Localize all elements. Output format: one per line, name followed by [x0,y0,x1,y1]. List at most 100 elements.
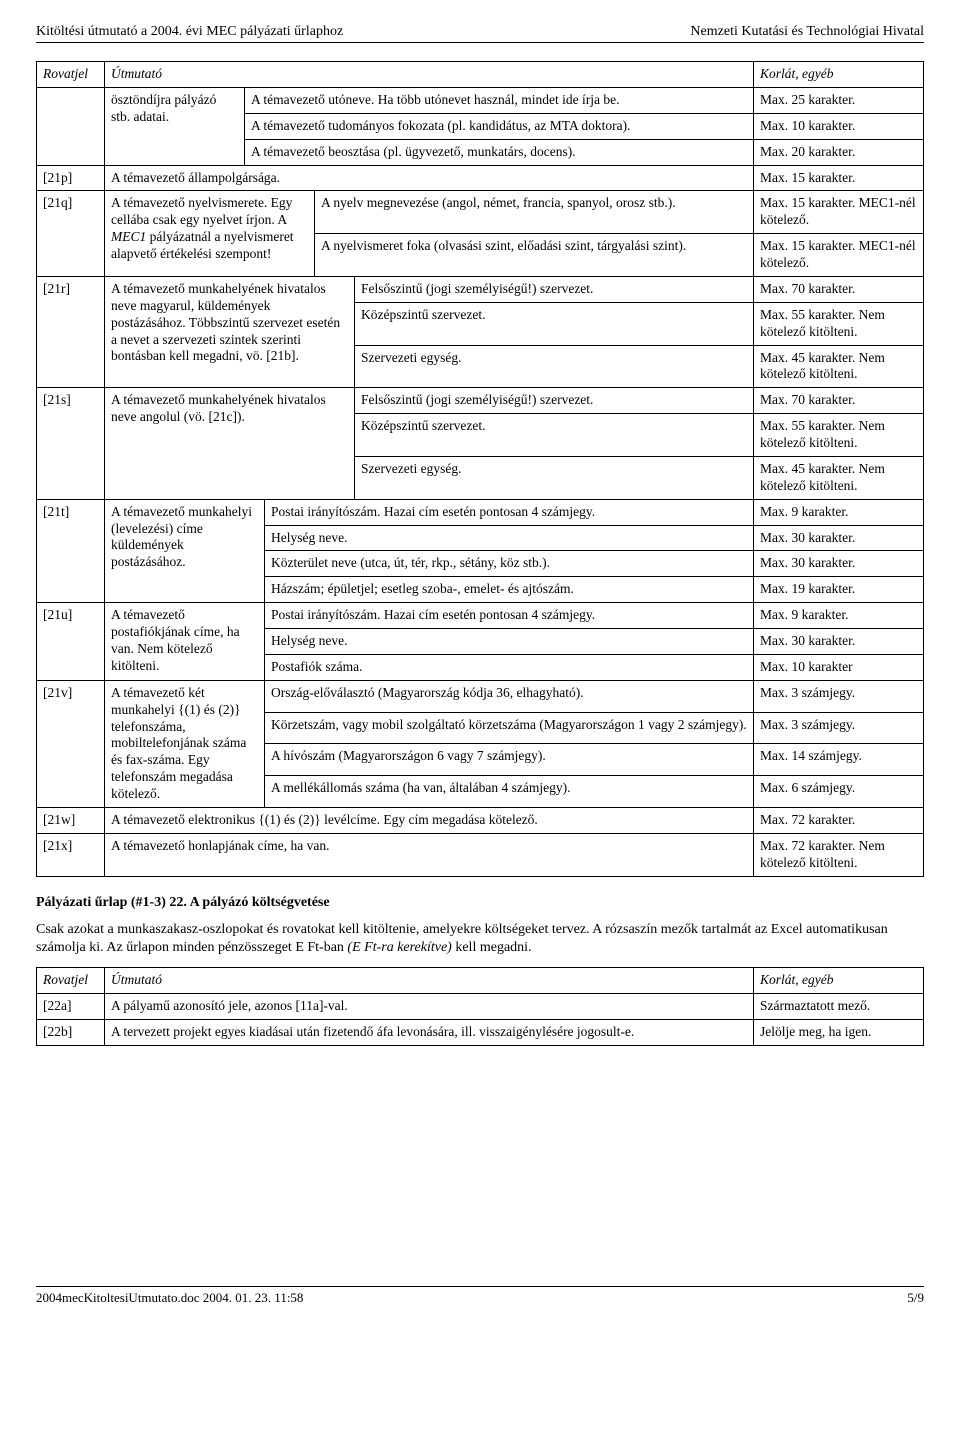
cell-sub-text: A nyelv megnevezése (angol, német, franc… [315,191,754,234]
cell-code: [21q] [37,191,105,277]
cell-code: [21t] [37,499,105,603]
cell-desc: A témavezető munkahelyének hivatalos nev… [105,388,355,499]
cell-sub-limit: Max. 19 karakter. [754,577,924,603]
cell-desc: A témavezető nyelvismerete. Egy cellába … [105,191,315,277]
row-21r: [21r] A témavezető munkahelyének hivatal… [36,276,924,388]
cell-code: [21w] [37,807,105,833]
cell-text: A témavezető honlapjának címe, ha van. [105,833,754,876]
cell-text: A témavezető állampolgársága. [105,165,754,191]
cell-sub-limit: Max. 45 karakter. Nem kötelező kitölteni… [754,456,924,499]
cell-sub-limit: Max. 15 karakter. MEC1-nél kötelező. [754,191,924,234]
cell-sub-limit: Max. 9 karakter. [754,499,924,525]
cell-sub-limit: Max. 30 karakter. [754,629,924,655]
cell-sub-text: A nyelvismeret foka (olvasási szint, elő… [315,234,754,277]
cell-code: [22a] [37,993,105,1019]
row-cont-block: ösztöndíjra pályázó stb. adatai. A témav… [36,87,924,166]
cell-text: A pályamű azonosító jele, azonos [11a]-v… [105,993,754,1019]
table-head-row: Rovatjel Útmutató Korlát, egyéb [37,62,924,88]
cell-sub-limit: Max. 45 karakter. Nem kötelező kitölteni… [754,345,924,388]
guide-table-1: Rovatjel Útmutató Korlát, egyéb [36,61,924,88]
cell-code: [22b] [37,1019,105,1045]
cell-sub-limit: Max. 55 karakter. Nem kötelező kitölteni… [754,302,924,345]
cell-sub-text: A témavezető beosztása (pl. ügyvezető, m… [245,139,754,165]
cell-limit: Max. 15 karakter. [754,165,924,191]
row-21q: [21q] A témavezető nyelvismerete. Egy ce… [36,190,924,277]
cell-sub-text: Körzetszám, vagy mobil szolgáltató körze… [265,712,754,744]
table2-head: Rovatjel Útmutató Korlát, egyéb [37,967,924,993]
row-21w-21x: [21w] A témavezető elektronikus {(1) és … [36,807,924,877]
guide-table-2: Rovatjel Útmutató Korlát, egyéb [22a] A … [36,967,924,1046]
cell-text: A témavezető elektronikus {(1) és (2)} l… [105,807,754,833]
cell-sub-text: A mellékállomás száma (ha van, általában… [265,776,754,808]
cell-code: [21r] [37,276,105,387]
page-header: Kitöltési útmutató a 2004. évi MEC pályá… [36,24,924,43]
page-footer: 2004mecKitoltesiUtmutato.doc 2004. 01. 2… [36,1286,924,1306]
cell-sub-text: Postai irányítószám. Hazai cím esetén po… [265,499,754,525]
cell-code: [21s] [37,388,105,499]
cell-sub-text: A témavezető utóneve. Ha több utónevet h… [245,87,754,113]
cell-sub-limit: Max. 10 karakter [754,654,924,680]
cell-sub-text: Szervezeti egység. [355,345,754,388]
cell-sub-text: Postafiók száma. [265,654,754,680]
cell-sub-limit: Max. 3 számjegy. [754,712,924,744]
row-cont-sub0: ösztöndíjra pályázó stb. adatai. A témav… [37,87,924,113]
cell-sub-text: Közterület neve (utca, út, tér, rkp., sé… [265,551,754,577]
cell-code: [21u] [37,603,105,681]
cell-desc-cont: ösztöndíjra pályázó stb. adatai. [105,87,245,165]
cell-limit: Max. 72 karakter. [754,807,924,833]
cell-code: [21x] [37,833,105,876]
row-21u: [21u] A témavezető postafiókjának címe, … [36,602,924,681]
cell-desc: A témavezető postafiókjának címe, ha van… [105,603,265,681]
cell-sub-limit: Max. 30 karakter. [754,525,924,551]
cell-sub-limit: Max. 15 karakter. MEC1-nél kötelező. [754,234,924,277]
cell-sub-limit: Max. 20 karakter. [754,139,924,165]
head-rovatjel: Rovatjel [37,967,105,993]
head-korlat: Korlát, egyéb [754,62,924,88]
row-21x: [21x] A témavezető honlapjának címe, ha … [37,833,924,876]
cell-sub-text: Ország-előválasztó (Magyarország kódja 3… [265,680,754,712]
cell-sub-limit: Max. 25 karakter. [754,87,924,113]
cell-sub-text: Középszintű szervezet. [355,414,754,457]
head-korlat: Korlát, egyéb [754,967,924,993]
header-right: Nemzeti Kutatási és Technológiai Hivatal [690,24,924,40]
cell-sub-text: Postai irányítószám. Hazai cím esetén po… [265,603,754,629]
cell-sub-text: Házszám; épületjel; esetleg szoba-, emel… [265,577,754,603]
cell-sub-text: A hívószám (Magyarországon 6 vagy 7 szám… [265,744,754,776]
cell-sub-limit: Max. 14 számjegy. [754,744,924,776]
row-21p: [21p] A témavezető állampolgársága. Max.… [36,165,924,192]
cell-sub-text: Felsőszintű (jogi személyiségű!) szervez… [355,388,754,414]
cell-desc: A témavezető két munkahelyi {(1) és (2)}… [105,680,265,807]
cell-sub-limit: Max. 70 karakter. [754,276,924,302]
cell-sub-limit: Max. 70 karakter. [754,388,924,414]
cell-sub-limit: Max. 30 karakter. [754,551,924,577]
footer-right: 5/9 [907,1290,924,1306]
row-21t: [21t] A témavezető munkahelyi (levelezés… [36,499,924,604]
cell-sub-text: A témavezető tudományos fokozata (pl. ka… [245,113,754,139]
cell-sub-limit: Max. 6 számjegy. [754,776,924,808]
row-21w: [21w] A témavezető elektronikus {(1) és … [37,807,924,833]
section-22-para: Csak azokat a munkaszakasz-oszlopokat és… [36,921,924,957]
cell-text: A tervezett projekt egyes kiadásai után … [105,1019,754,1045]
cell-rovatjel-empty [37,87,105,165]
cell-sub-text: Helység neve. [265,629,754,655]
row-22a: [22a] A pályamű azonosító jele, azonos [… [37,993,924,1019]
head-utmutato: Útmutató [105,967,754,993]
cell-sub-text: Szervezeti egység. [355,456,754,499]
cell-code: [21v] [37,680,105,807]
cell-limit: Származtatott mező. [754,993,924,1019]
cell-desc: A témavezető munkahelyi (levelezési) cím… [105,499,265,603]
cell-desc: A témavezető munkahelyének hivatalos nev… [105,276,355,387]
cell-code: [21p] [37,165,105,191]
section-22-title: Pályázati űrlap (#1-3) 22. A pályázó köl… [36,895,924,911]
row-21v: [21v] A témavezető két munkahelyi {(1) é… [36,680,924,808]
head-utmutato: Útmutató [105,62,754,88]
header-left: Kitöltési útmutató a 2004. évi MEC pályá… [36,24,343,40]
cell-sub-text: Középszintű szervezet. [355,302,754,345]
cell-limit: Jelölje meg, ha igen. [754,1019,924,1045]
cell-sub-text: Helység neve. [265,525,754,551]
cell-sub-text: Felsőszintű (jogi személyiségű!) szervez… [355,276,754,302]
head-rovatjel: Rovatjel [37,62,105,88]
row-22b: [22b] A tervezett projekt egyes kiadásai… [37,1019,924,1045]
cell-sub-limit: Max. 9 karakter. [754,603,924,629]
row-21s: [21s] A témavezető munkahelyének hivatal… [36,387,924,499]
